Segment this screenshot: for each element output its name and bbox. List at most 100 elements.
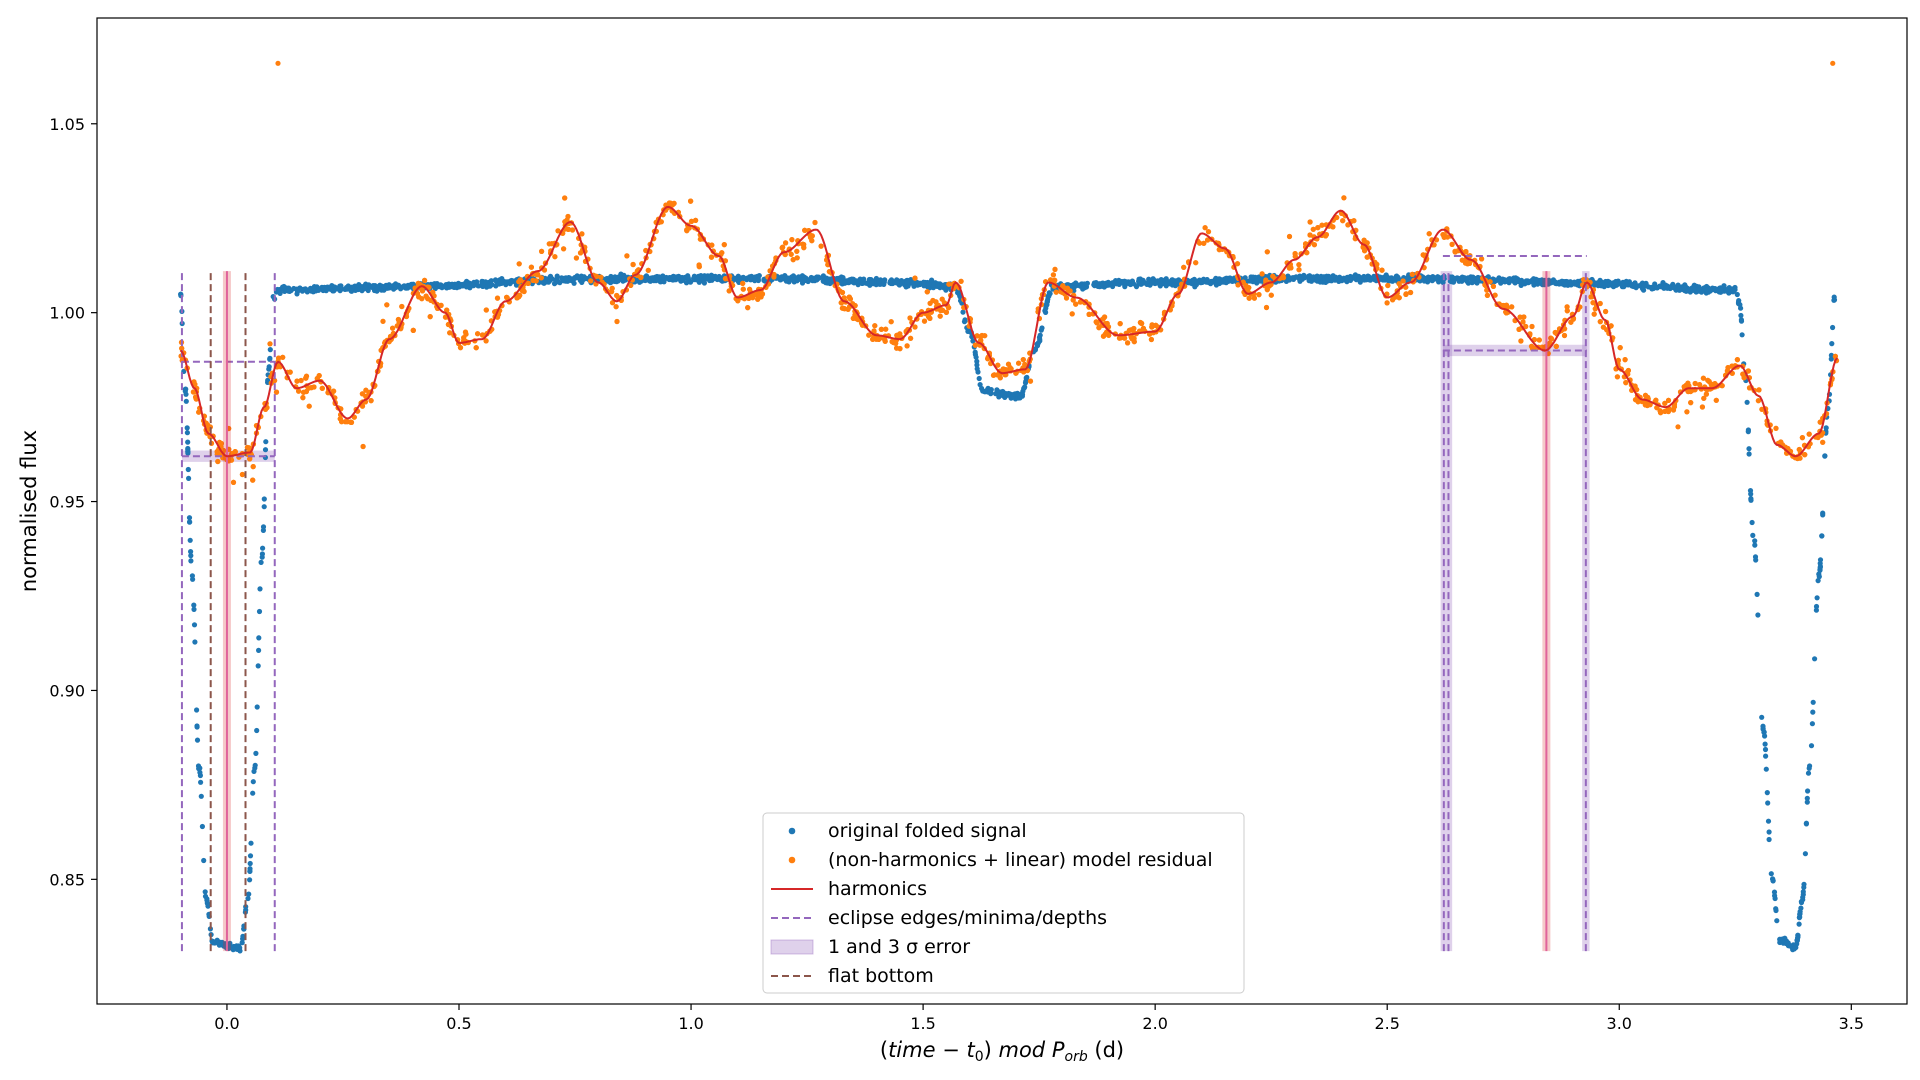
residual-point <box>384 302 390 308</box>
residual-point <box>300 395 306 401</box>
residual-point <box>1820 439 1826 445</box>
residual-point <box>347 419 354 425</box>
original-point <box>188 553 194 559</box>
original-point <box>836 275 842 281</box>
original-point <box>439 285 445 291</box>
residual-point <box>1385 282 1391 289</box>
residual-point <box>1662 400 1668 406</box>
residual-point <box>562 195 568 201</box>
original-point <box>1762 741 1768 747</box>
original-point <box>1253 278 1260 284</box>
residual-point <box>521 288 527 295</box>
original-point <box>1017 395 1023 401</box>
original-point <box>1784 940 1790 947</box>
residual-point <box>1234 261 1241 267</box>
original-point <box>183 398 189 404</box>
residual-point <box>1094 320 1100 326</box>
original-point <box>1293 274 1299 280</box>
residual-point <box>1756 387 1762 393</box>
original-point <box>256 608 263 615</box>
residual-point <box>1614 374 1620 380</box>
residual-point <box>1263 304 1270 311</box>
original-point <box>1079 284 1086 290</box>
original-point <box>188 549 194 555</box>
original-point <box>194 723 200 729</box>
residual-point <box>215 458 221 465</box>
original-point <box>887 278 893 285</box>
residual-point <box>1251 295 1257 301</box>
residual-point <box>912 275 918 281</box>
residual-point <box>958 278 964 284</box>
residual-point <box>1408 289 1414 296</box>
original-point <box>1797 911 1803 918</box>
residual-point <box>1052 266 1058 272</box>
original-point <box>680 277 686 283</box>
original-point <box>256 647 262 654</box>
original-point <box>401 283 407 289</box>
residual-point <box>1484 292 1490 298</box>
original-point <box>247 868 253 875</box>
original-point <box>1739 332 1745 338</box>
original-point <box>1830 324 1836 331</box>
original-point <box>982 389 988 395</box>
original-point <box>676 274 682 280</box>
residual-point <box>1027 378 1034 384</box>
original-point <box>187 519 193 525</box>
original-point <box>1136 278 1142 284</box>
original-point <box>1762 746 1769 753</box>
original-point <box>1503 278 1509 284</box>
original-point <box>1791 945 1798 951</box>
original-point <box>1753 557 1759 563</box>
residual-point <box>1310 226 1316 232</box>
original-point <box>1491 277 1497 283</box>
residual-point <box>1591 311 1597 317</box>
original-point <box>1738 312 1744 319</box>
original-point <box>1469 277 1476 283</box>
residual-point <box>726 288 732 294</box>
residual-point <box>1692 380 1698 387</box>
original-point <box>463 284 470 290</box>
residual-point <box>1148 336 1154 343</box>
original-point <box>1752 538 1758 544</box>
residual-point <box>1561 332 1568 339</box>
original-point <box>777 277 783 283</box>
original-point <box>492 277 499 283</box>
original-point <box>362 285 368 291</box>
original-point <box>1755 612 1761 618</box>
residual-point <box>882 338 888 344</box>
original-point <box>553 278 559 284</box>
residual-point <box>230 479 237 485</box>
original-point <box>1772 895 1778 902</box>
original-point <box>859 280 866 286</box>
original-point <box>1556 281 1562 287</box>
original-point <box>701 280 708 286</box>
original-point <box>1464 279 1470 285</box>
residual-point <box>1341 195 1347 201</box>
residual-point <box>904 343 910 349</box>
residual-point <box>1259 271 1265 277</box>
original-point <box>383 283 390 289</box>
original-point <box>1746 446 1752 452</box>
residual-point <box>1117 321 1123 327</box>
original-point <box>670 275 676 281</box>
original-point <box>736 276 743 282</box>
original-point <box>1046 293 1052 299</box>
original-point <box>447 282 453 288</box>
original-point <box>1042 308 1048 314</box>
residual-point <box>561 246 567 252</box>
original-point <box>1356 276 1362 282</box>
residual-point <box>696 262 702 268</box>
original-point <box>474 279 480 285</box>
residual-point <box>419 288 426 294</box>
original-point <box>1496 275 1502 281</box>
original-point <box>1149 280 1155 286</box>
original-point <box>869 279 876 286</box>
original-point <box>1770 878 1776 884</box>
original-point <box>1208 281 1214 287</box>
original-point <box>1474 276 1480 282</box>
original-point <box>1774 918 1780 924</box>
residual-point <box>912 324 918 330</box>
original-point <box>1421 276 1427 282</box>
original-point <box>253 750 259 757</box>
